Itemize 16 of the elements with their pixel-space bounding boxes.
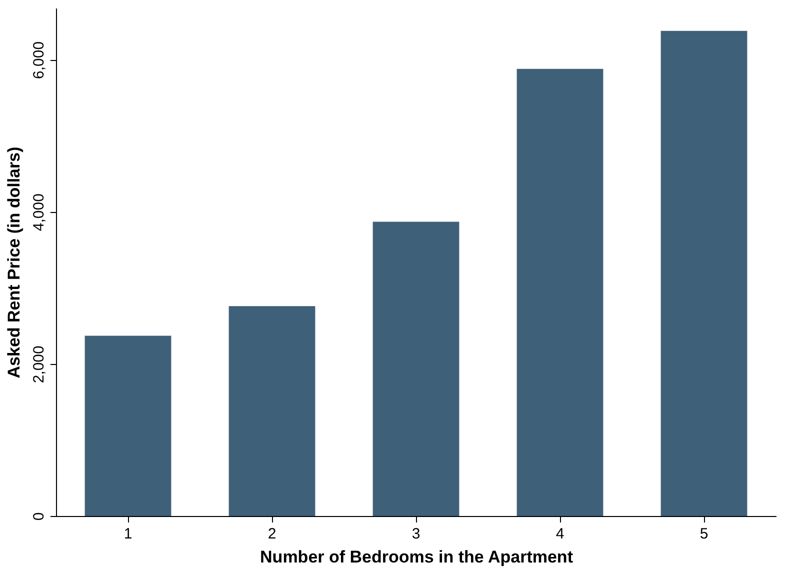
bar: [372, 222, 460, 516]
x-axis-title: Number of Bedrooms in the Apartment: [260, 548, 574, 566]
x-tick-label: 3: [412, 526, 420, 542]
bar: [228, 306, 316, 516]
x-tick-label: 5: [700, 526, 708, 542]
y-tick-label: 2,000: [30, 346, 48, 384]
x-tick-label: 4: [556, 526, 564, 542]
bar: [660, 30, 748, 516]
y-tick-label: 6,000: [30, 41, 48, 79]
x-tick-label: 2: [268, 526, 276, 542]
bar: [84, 336, 172, 516]
bar: [516, 68, 604, 516]
y-tick-label: 4,000: [30, 194, 48, 232]
y-axis-title: Asked Rent Price (in dollars): [4, 146, 24, 378]
x-tick-label: 1: [124, 526, 132, 542]
y-tick-label: 0: [30, 512, 48, 521]
